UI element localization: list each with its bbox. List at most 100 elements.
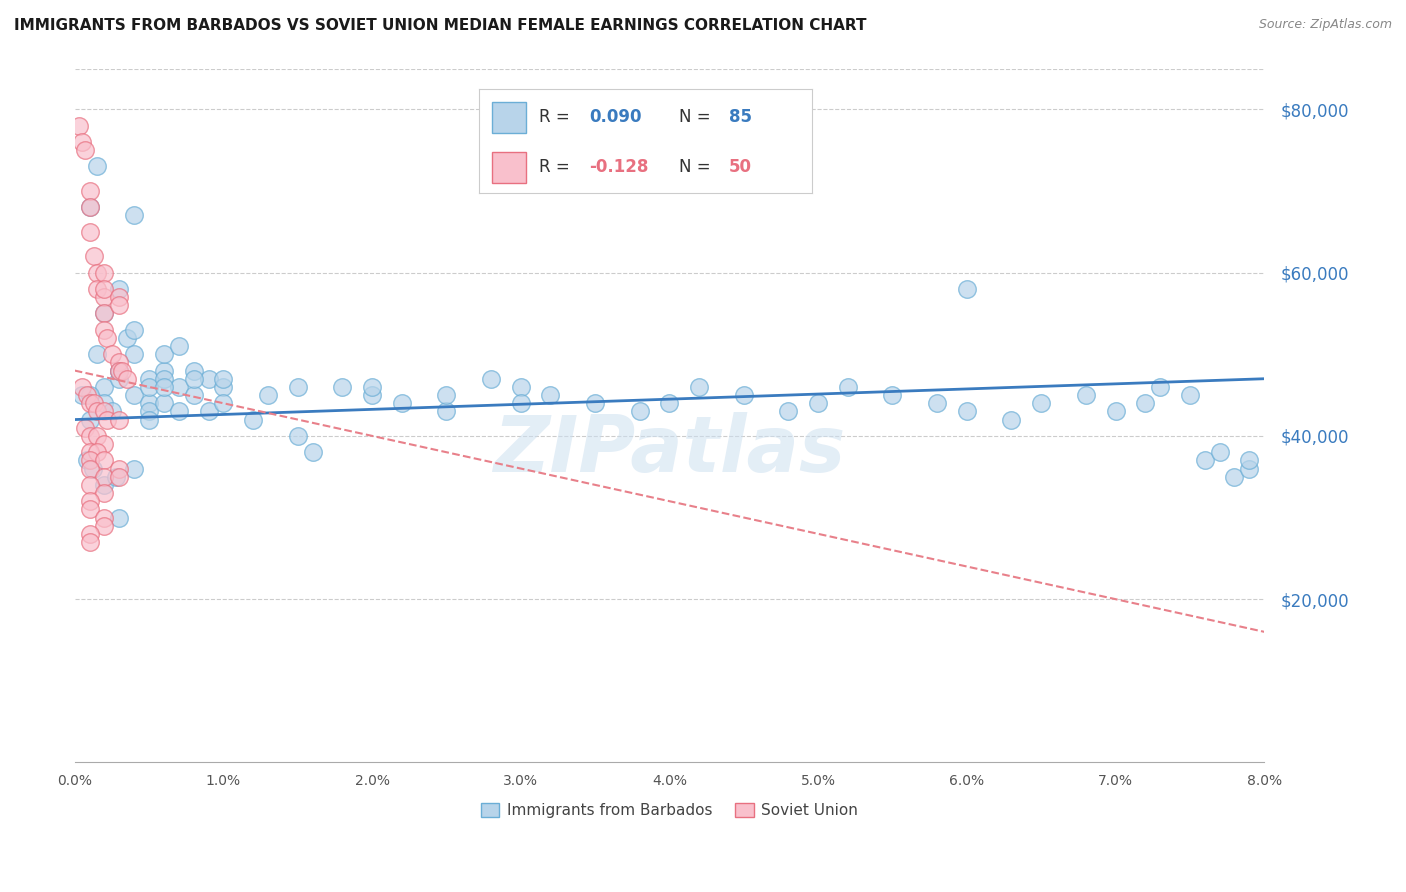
Point <box>138 380 160 394</box>
Point <box>1239 453 1261 467</box>
Point <box>1031 396 1053 410</box>
Point <box>1208 445 1230 459</box>
Point <box>733 388 755 402</box>
Point <box>167 404 190 418</box>
Point <box>153 372 176 386</box>
Point <box>86 445 108 459</box>
Point <box>93 306 115 320</box>
Point <box>837 380 859 394</box>
Point <box>108 282 131 296</box>
Point <box>167 380 190 394</box>
Point <box>1135 396 1157 410</box>
Point <box>479 372 502 386</box>
Point <box>115 372 138 386</box>
Point <box>391 396 413 410</box>
Text: IMMIGRANTS FROM BARBADOS VS SOVIET UNION MEDIAN FEMALE EARNINGS CORRELATION CHAR: IMMIGRANTS FROM BARBADOS VS SOVIET UNION… <box>14 18 866 33</box>
Point <box>108 461 131 475</box>
Point <box>183 363 205 377</box>
Point <box>79 225 101 239</box>
Point <box>778 404 800 418</box>
Point <box>153 396 176 410</box>
Point <box>93 510 115 524</box>
Point <box>1178 388 1201 402</box>
Point <box>108 363 131 377</box>
Point <box>138 412 160 426</box>
Point <box>70 388 93 402</box>
Point <box>101 347 124 361</box>
Point <box>108 298 131 312</box>
Point <box>242 412 264 426</box>
Point <box>79 200 101 214</box>
Point <box>925 396 948 410</box>
Point <box>101 404 124 418</box>
Point <box>79 478 101 492</box>
Point <box>96 331 118 345</box>
Point <box>93 266 115 280</box>
Point <box>79 494 101 508</box>
Point <box>86 347 108 361</box>
Point <box>197 404 219 418</box>
Point <box>153 363 176 377</box>
Legend: Immigrants from Barbados, Soviet Union: Immigrants from Barbados, Soviet Union <box>475 797 865 824</box>
Point <box>183 372 205 386</box>
Point <box>138 372 160 386</box>
Point <box>93 453 115 467</box>
Point <box>67 119 90 133</box>
Point <box>79 461 101 475</box>
Point <box>79 445 101 459</box>
Point <box>108 363 131 377</box>
Point <box>93 290 115 304</box>
Point <box>79 453 101 467</box>
Point <box>540 388 562 402</box>
Point <box>212 372 235 386</box>
Point <box>108 290 131 304</box>
Point <box>93 478 115 492</box>
Point <box>509 396 531 410</box>
Point <box>122 388 145 402</box>
Point <box>138 404 160 418</box>
Point <box>1149 380 1171 394</box>
Point <box>79 502 101 516</box>
Point <box>75 421 97 435</box>
Point <box>212 380 235 394</box>
Point <box>93 404 115 418</box>
Point <box>1223 469 1246 483</box>
Point <box>509 380 531 394</box>
Point <box>183 388 205 402</box>
Point <box>361 380 384 394</box>
Point <box>287 380 309 394</box>
Point <box>956 404 979 418</box>
Point <box>86 429 108 443</box>
Point <box>583 396 606 410</box>
Point <box>93 469 115 483</box>
Point <box>79 412 101 426</box>
Point <box>79 184 101 198</box>
Point <box>122 461 145 475</box>
Point <box>86 404 108 418</box>
Point <box>361 388 384 402</box>
Point <box>108 469 131 483</box>
Point <box>301 445 323 459</box>
Point <box>658 396 681 410</box>
Point <box>882 388 904 402</box>
Point <box>122 347 145 361</box>
Point <box>212 396 235 410</box>
Point <box>96 412 118 426</box>
Point <box>70 380 93 394</box>
Point <box>197 372 219 386</box>
Point <box>1074 388 1097 402</box>
Point <box>86 282 108 296</box>
Point <box>79 535 101 549</box>
Point <box>688 380 710 394</box>
Point <box>436 404 458 418</box>
Point <box>330 380 353 394</box>
Point <box>153 380 176 394</box>
Point <box>93 396 115 410</box>
Point <box>108 363 131 377</box>
Point <box>83 396 105 410</box>
Point <box>628 404 651 418</box>
Point <box>75 143 97 157</box>
Point <box>1239 461 1261 475</box>
Point <box>108 412 131 426</box>
Point <box>79 429 101 443</box>
